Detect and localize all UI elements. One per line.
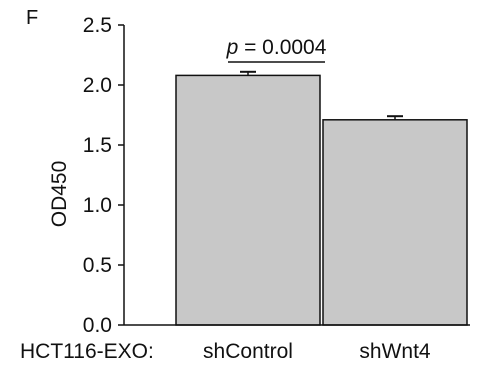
- x-tick-label: shControl: [203, 340, 293, 363]
- x-axis-labels: HCT116-EXO: shControl shWnt4: [20, 340, 431, 363]
- p-value-symbol: p: [226, 36, 239, 59]
- group-label: HCT116-EXO:: [20, 340, 154, 363]
- y-tick-label: 2.0: [83, 74, 112, 97]
- y-tick-label: 1.0: [83, 194, 112, 217]
- bar-shControl: [175, 74, 321, 326]
- y-axis-title: OD450: [48, 161, 71, 228]
- p-value-text: = 0.0004: [238, 36, 326, 59]
- x-tick-label: shWnt4: [359, 340, 431, 363]
- y-tick-label: 0.5: [83, 254, 112, 277]
- y-axis-ticks: 0.0 0.5 1.0 1.5 2.0 2.5: [83, 14, 124, 337]
- axes-layer: [123, 25, 470, 326]
- panel-label: F: [26, 7, 38, 29]
- y-tick-label: 1.5: [83, 134, 112, 157]
- significance-annotation: p = 0.0004: [226, 36, 327, 63]
- bar-shWnt4: [322, 119, 468, 326]
- y-tick-label: 2.5: [83, 14, 112, 37]
- p-value-label: p = 0.0004: [226, 36, 327, 59]
- y-tick-label: 0.0: [83, 314, 112, 337]
- bars-layer: [175, 70, 468, 326]
